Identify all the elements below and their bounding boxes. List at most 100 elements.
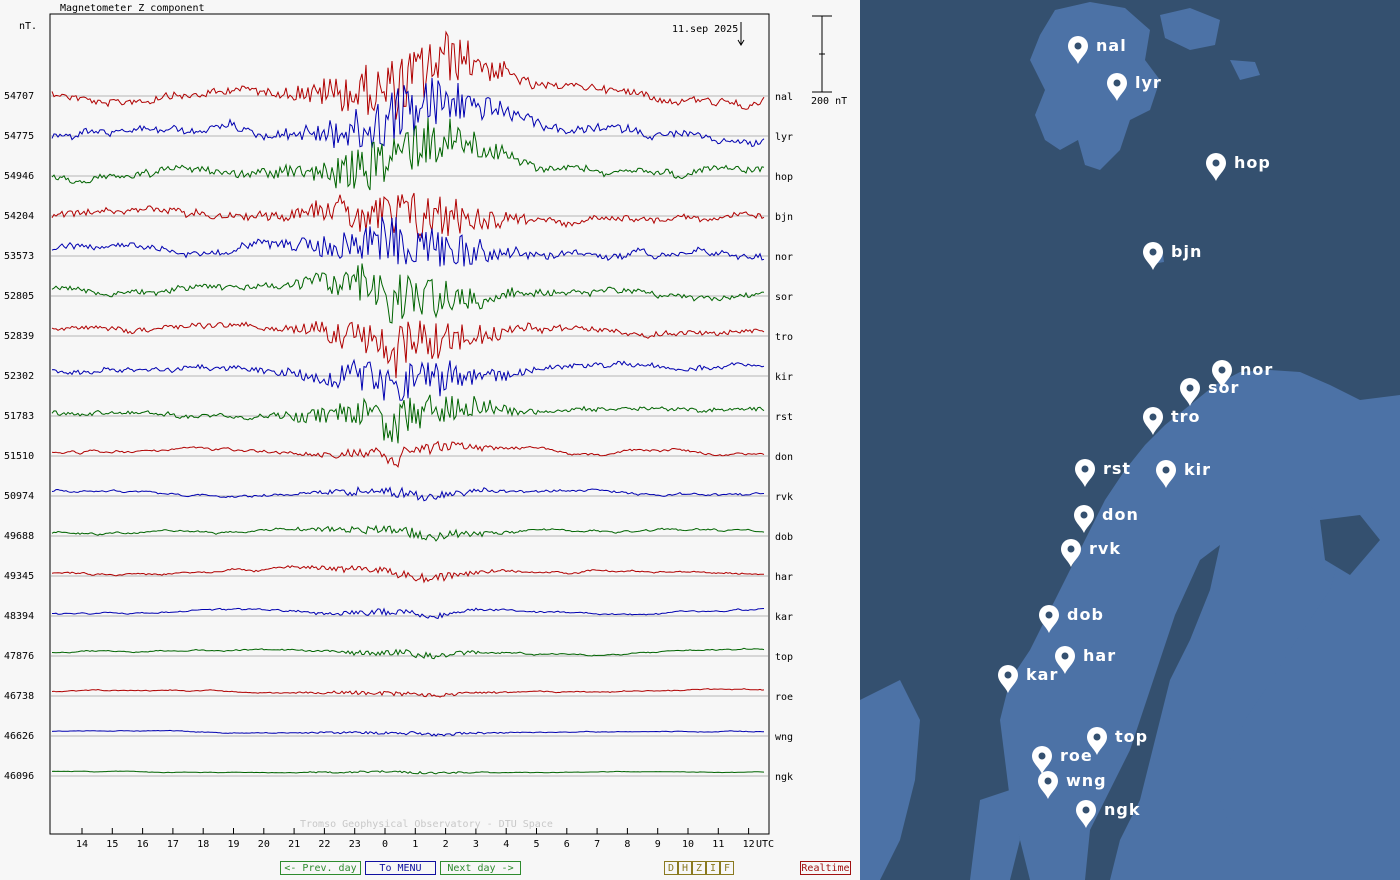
station-label-bjn: bjn [775, 212, 793, 223]
station-label-kir: kir [775, 372, 793, 383]
baseline-value-rst: 51783 [4, 411, 34, 422]
x-tick-label: 17 [167, 839, 179, 850]
trace-nor [51, 216, 765, 267]
baseline-value-wng: 46626 [4, 731, 34, 742]
map-pin-sor[interactable] [1180, 378, 1200, 406]
map-pin-nor[interactable] [1212, 360, 1232, 388]
map-label-kir: kir [1184, 460, 1212, 479]
x-tick-label: 9 [655, 839, 661, 850]
baseline-value-nor: 53573 [4, 251, 34, 262]
y-unit-label: nT. [19, 21, 37, 32]
map-canvas [860, 2, 1400, 880]
component-i-button[interactable]: I [706, 861, 720, 875]
x-tick-label: 5 [534, 839, 540, 850]
map-pin-nal[interactable] [1068, 36, 1088, 64]
x-tick-label: 3 [473, 839, 479, 850]
map-label-dob: dob [1067, 605, 1104, 624]
trace-kar [52, 607, 765, 620]
map-pin-lyr[interactable] [1107, 73, 1127, 101]
x-tick-label: 7 [594, 839, 600, 850]
station-label-roe: roe [775, 692, 793, 703]
prev-day-button[interactable]: <- Prev. day [280, 861, 361, 875]
baseline-value-kir: 52302 [4, 371, 34, 382]
trace-hop [51, 117, 765, 191]
x-tick-label: 15 [106, 839, 118, 850]
map-label-ngk: ngk [1104, 800, 1141, 819]
to-menu-button[interactable]: To MENU [365, 861, 436, 875]
next-day-button[interactable]: Next day -> [440, 861, 521, 875]
plot-area [49, 13, 770, 835]
x-unit-label: UTC [756, 839, 774, 850]
x-tick-label: 23 [349, 839, 361, 850]
trace-ngk [51, 770, 765, 775]
map-pin-rst[interactable] [1075, 459, 1095, 487]
component-f-button[interactable]: F [720, 861, 734, 875]
x-tick-label: 22 [318, 839, 330, 850]
trace-top [51, 647, 765, 660]
baseline-value-dob: 49688 [4, 531, 34, 542]
denmark-land [970, 790, 1020, 880]
map-label-bjn: bjn [1171, 242, 1203, 261]
component-z-button[interactable]: Z [692, 861, 706, 875]
map-pin-top[interactable] [1087, 727, 1107, 755]
chart-title: Magnetometer Z component [60, 3, 205, 14]
map-pin-rvk[interactable] [1061, 539, 1081, 567]
x-tick-label: 1 [412, 839, 418, 850]
component-d-button[interactable]: D [664, 861, 678, 875]
trace-har [51, 565, 764, 584]
trace-rvk [51, 485, 765, 502]
trace-roe [51, 688, 765, 698]
baseline-value-bjn: 54204 [4, 211, 34, 222]
magnetometer-plot-panel: 54707 54775 54946 54204 53573 52805 52839 52302… [4, 3, 851, 875]
map-pin-tro[interactable] [1143, 407, 1163, 435]
magnetometer-chart: 5470754775549465420453573528055283952302… [4, 3, 847, 850]
station-label-lyr: lyr [775, 132, 793, 143]
trace-wng [51, 729, 765, 737]
station-label-rst: rst [775, 412, 793, 423]
x-tick-label: 20 [258, 839, 270, 850]
component-h-button[interactable]: H [678, 861, 692, 875]
map-pin-bjn[interactable] [1143, 242, 1163, 270]
map-pin-roe[interactable] [1032, 746, 1052, 774]
map-pin-dob[interactable] [1039, 605, 1059, 633]
white-sea [1320, 515, 1380, 575]
baseline-value-don: 51510 [4, 451, 34, 462]
x-tick-label: 11 [712, 839, 724, 850]
map-label-tro: tro [1171, 407, 1201, 426]
realtime-button[interactable]: Realtime [800, 861, 851, 875]
trace-lyr [51, 77, 765, 148]
station-map: nal lyr hop bjn nor sor tro rst kir don rvk dob har k… [860, 0, 1400, 880]
x-tick-label: 16 [137, 839, 149, 850]
baseline-value-lyr: 54775 [4, 131, 34, 142]
station-label-sor: sor [775, 292, 793, 303]
trace-don [51, 440, 765, 468]
map-pin-wng[interactable] [1038, 771, 1058, 799]
x-tick-label: 2 [443, 839, 449, 850]
station-label-top: top [775, 652, 793, 663]
trace-bjn [51, 192, 765, 240]
map-label-top: top [1115, 727, 1149, 746]
map-pin-kir[interactable] [1156, 460, 1176, 488]
map-label-nor: nor [1240, 360, 1274, 379]
date-label: 11.sep 2025 [672, 24, 738, 35]
svalbard-east-land [1160, 8, 1220, 50]
map-pin-hop[interactable] [1206, 153, 1226, 181]
x-tick-label: 6 [564, 839, 570, 850]
station-label-kar: kar [775, 612, 793, 623]
x-tick-label: 19 [228, 839, 240, 850]
map-label-nal: nal [1096, 36, 1127, 55]
map-pin-har[interactable] [1055, 646, 1075, 674]
map-pin-ngk[interactable] [1076, 800, 1096, 828]
baseline-value-hop: 54946 [4, 171, 34, 182]
map-label-wng: wng [1066, 771, 1107, 790]
map-pin-kar[interactable] [998, 665, 1018, 693]
x-tick-label: 8 [624, 839, 630, 850]
x-tick-label: 18 [197, 839, 209, 850]
map-pin-don[interactable] [1074, 505, 1094, 533]
station-label-don: don [775, 452, 793, 463]
baseline-value-roe: 46738 [4, 691, 34, 702]
trace-nal [51, 30, 765, 120]
station-label-ngk: ngk [775, 772, 793, 783]
baseline-value-nal: 54707 [4, 91, 34, 102]
map-label-hop: hop [1234, 153, 1271, 172]
